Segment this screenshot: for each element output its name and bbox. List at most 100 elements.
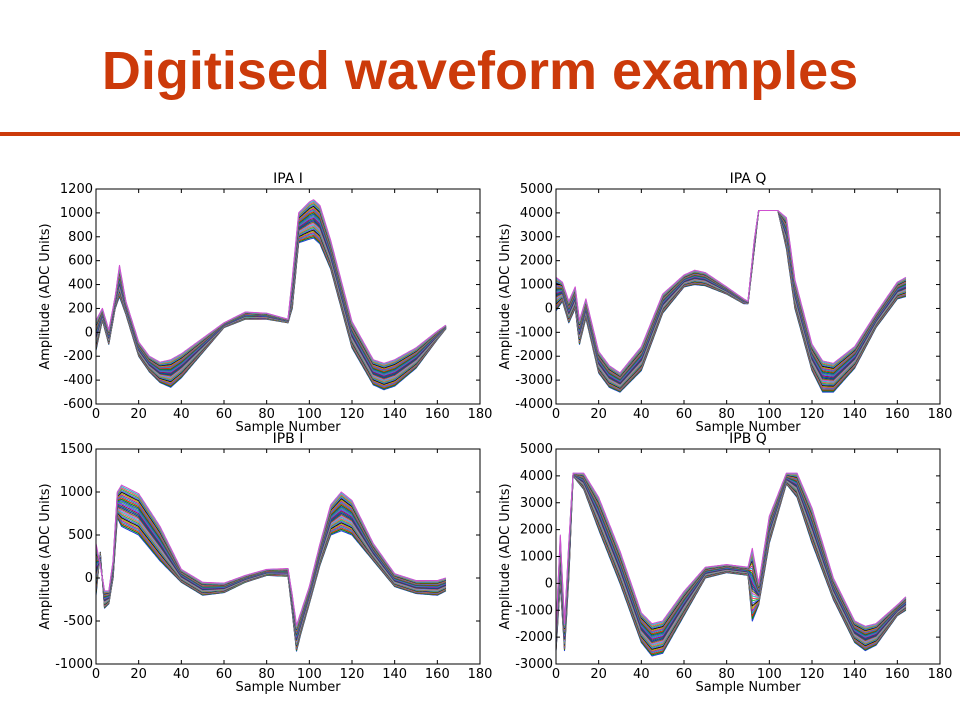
ipb-q-y-tick-label: 4000 <box>520 469 553 484</box>
ipb-q-x-tick-label: 40 <box>633 667 650 682</box>
ipa-q-x-tick-label: 140 <box>842 407 867 422</box>
ipb-i-x-tick-label: 140 <box>382 667 407 682</box>
ipa-i-title: IPA I <box>273 171 303 187</box>
ipa-i-series-line <box>95 203 447 367</box>
ipb-q-series-line <box>555 473 907 640</box>
ipb-i-x-tick-label: 20 <box>130 667 147 682</box>
ipa-q-title: IPA Q <box>730 171 767 187</box>
ipb-q-y-tick-label: 1000 <box>520 550 553 565</box>
ipb-q-title: IPB Q <box>729 431 767 447</box>
ipb-q-x-axis-label: Sample Number <box>695 680 801 695</box>
ipb-i-x-tick-label: 100 <box>297 667 322 682</box>
ipb-i-x-tick-label: 60 <box>216 667 233 682</box>
ipa-q-series-line <box>555 209 907 374</box>
ipa-i-y-tick-label: -400 <box>63 373 93 388</box>
ipb-i-series-line <box>95 484 447 626</box>
ipa-i-plot-frame <box>95 188 481 405</box>
ipa-q-series-group <box>555 209 907 393</box>
ipb-q-x-tick-label: 60 <box>676 667 693 682</box>
ipb-q-x-tick-label: 80 <box>718 667 735 682</box>
ipb-i-x-axis-label: Sample Number <box>235 680 341 695</box>
ipa-q-y-tick-label: -1000 <box>515 325 553 340</box>
ipa-i-y-tick-label: 1200 <box>60 182 93 197</box>
ipa-i-x-tick-label: 140 <box>382 407 407 422</box>
ipa-i-series-line <box>95 215 447 375</box>
ipa-i-series-line <box>95 209 447 372</box>
ipa-i-series-line <box>95 213 447 374</box>
ipb-i-title: IPB I <box>273 431 304 447</box>
ipb-q-y-axis-label: Amplitude (ADC Units) <box>498 483 513 629</box>
ipa-i-y-tick-label: 600 <box>68 254 93 269</box>
chart-ipb-i: 0 20 40 60 80 100 120 140 160 180 -1000 -500 0 500 100… <box>38 431 493 695</box>
ipb-q-y-tick-label: 0 <box>545 576 553 591</box>
ipb-i-y-tick-label: 1500 <box>60 442 93 457</box>
ipa-i-series-line <box>95 201 447 366</box>
ipb-q-x-tick-label: 160 <box>885 667 910 682</box>
ipb-i-plot-frame <box>95 448 481 665</box>
ipb-i-series-group <box>95 484 447 652</box>
ipb-q-y-tick-label: 2000 <box>520 523 553 538</box>
ipa-i-y-tick-label: 400 <box>68 278 93 293</box>
ipa-q-x-tick-label: 100 <box>757 407 782 422</box>
ipb-q-y-tick-label: 5000 <box>520 442 553 457</box>
ipa-q-y-tick-label: 3000 <box>520 230 553 245</box>
ipa-q-x-tick-label: 60 <box>676 407 693 422</box>
ipa-q-x-tick-label: 180 <box>928 407 953 422</box>
ipa-i-x-tick-label: 0 <box>92 407 100 422</box>
ipa-q-x-tick-label: 80 <box>718 407 735 422</box>
ipa-q-x-tick-label: 160 <box>885 407 910 422</box>
ipa-q-y-tick-label: -3000 <box>515 373 553 388</box>
ipb-q-series-line <box>555 473 907 639</box>
ipa-q-x-tick-label: 40 <box>633 407 650 422</box>
ipa-i-y-tick-label: 800 <box>68 230 93 245</box>
ipa-i-series-line <box>95 218 447 378</box>
ipa-i-series-line <box>95 205 447 369</box>
ipa-i-x-tick-label: 180 <box>468 407 493 422</box>
ipb-q-y-tick-label: 3000 <box>520 496 553 511</box>
ipa-q-y-tick-label: 4000 <box>520 206 553 221</box>
ipa-q-x-tick-label: 20 <box>590 407 607 422</box>
ipb-q-y-tick-label: -2000 <box>515 630 553 645</box>
ipb-q-x-tick-label: 100 <box>757 667 782 682</box>
ipa-i-series-line <box>95 216 447 376</box>
ipa-i-y-tick-label: -600 <box>63 397 93 412</box>
ipa-i-series-line <box>95 208 447 371</box>
slide-title: Digitised waveform examples <box>101 41 859 101</box>
ipa-q-y-tick-label: -4000 <box>515 397 553 412</box>
ipb-q-x-tick-label: 120 <box>800 667 825 682</box>
chart-ipa-i: 0 20 40 60 80 100 120 140 160 180 -600 -400 -200 0 200… <box>38 171 493 435</box>
ipa-q-y-tick-label: 2000 <box>520 254 553 269</box>
ipb-i-y-tick-label: 500 <box>68 528 93 543</box>
ipa-i-x-tick-label: 120 <box>340 407 365 422</box>
ipa-i-x-tick-label: 80 <box>258 407 275 422</box>
ipb-i-x-tick-label: 180 <box>468 667 493 682</box>
ipa-i-x-axis-label: Sample Number <box>235 420 341 435</box>
ipa-i-series-line <box>95 199 447 364</box>
ipa-i-y-tick-label: 200 <box>68 301 93 316</box>
ipa-q-x-tick-label: 120 <box>800 407 825 422</box>
ipb-q-series-line <box>555 473 907 639</box>
ipb-i-series-line <box>95 485 447 627</box>
ipa-i-y-tick-label: -200 <box>63 349 93 364</box>
ipa-q-x-tick-label: 0 <box>552 407 560 422</box>
ipa-q-y-tick-label: 0 <box>545 301 553 316</box>
ipb-q-y-tick-label: -3000 <box>515 657 553 672</box>
ipb-q-series-line <box>555 473 907 641</box>
ipa-i-x-tick-label: 20 <box>130 407 147 422</box>
ipb-i-x-tick-label: 0 <box>92 667 100 682</box>
ipa-i-y-tick-label: 1000 <box>60 206 93 221</box>
ipb-i-x-tick-label: 120 <box>340 667 365 682</box>
ipb-i-x-tick-label: 40 <box>173 667 190 682</box>
ipa-i-series-line <box>95 212 447 374</box>
ipb-i-y-tick-label: -500 <box>63 614 93 629</box>
ipa-i-series-group <box>95 199 447 391</box>
chart-ipb-q: 0 20 40 60 80 100 120 140 160 180 -3000 -2000 -1000 0… <box>498 431 952 695</box>
ipb-i-x-tick-label: 80 <box>258 667 275 682</box>
ipa-i-y-axis-label: Amplitude (ADC Units) <box>38 223 53 369</box>
title-underline <box>0 132 960 136</box>
ipb-q-series-line <box>555 474 907 643</box>
ipb-q-y-tick-label: -1000 <box>515 603 553 618</box>
ipa-i-series-line <box>95 217 447 377</box>
ipa-q-x-axis-label: Sample Number <box>695 420 801 435</box>
chart-ipa-q: 0 20 40 60 80 100 120 140 160 180 -4000 -3000 -2000 -… <box>498 171 953 435</box>
